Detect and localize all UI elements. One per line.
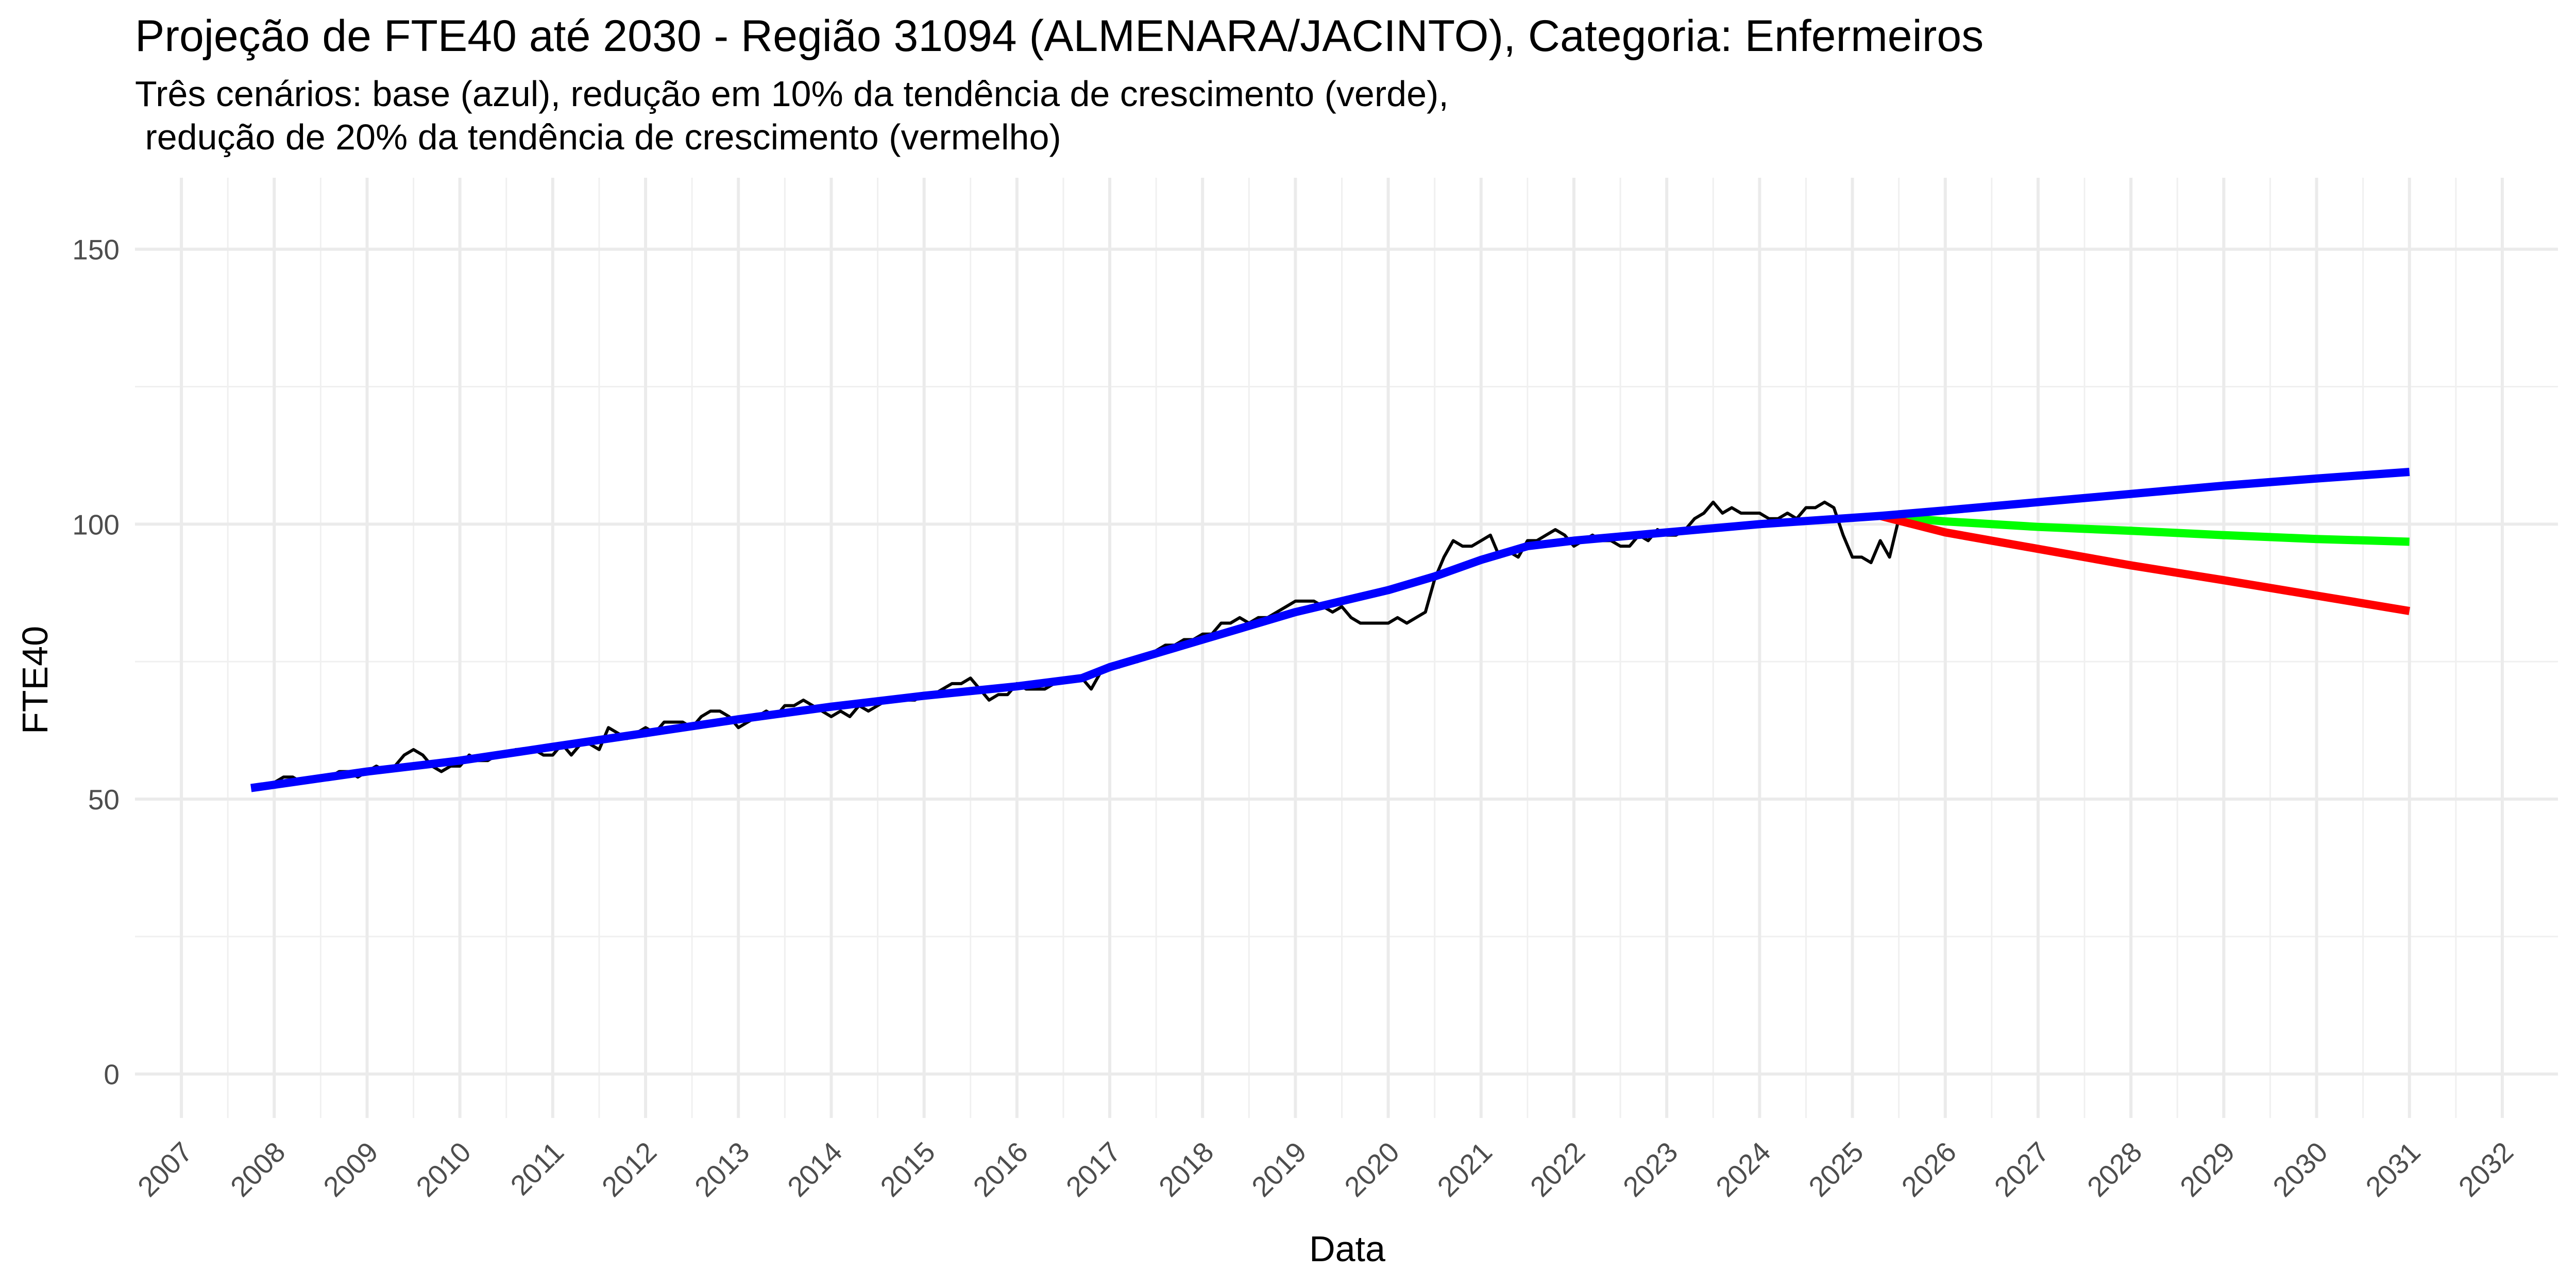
y-axis-title: FTE40 xyxy=(15,626,55,734)
x-tick-label: 2024 xyxy=(1709,1136,1776,1202)
x-tick-label: 2011 xyxy=(504,1136,570,1201)
minor-gridlines xyxy=(135,178,2558,1118)
x-tick-label: 2030 xyxy=(2266,1136,2333,1202)
x-tick-label: 2010 xyxy=(410,1136,477,1202)
y-tick-label: 0 xyxy=(104,1059,120,1091)
subtitle-line-2: redução de 20% da tendência de crescimen… xyxy=(135,117,1061,157)
x-tick-label: 2008 xyxy=(224,1136,291,1202)
y-axis-ticks: 0 50 100 150 xyxy=(72,234,120,1091)
x-axis-title: Data xyxy=(1309,1229,1385,1269)
x-tick-label: 2012 xyxy=(596,1136,663,1202)
x-tick-label: 2017 xyxy=(1060,1136,1127,1202)
x-tick-label: 2028 xyxy=(2081,1136,2148,1202)
x-tick-label: 2018 xyxy=(1153,1136,1219,1202)
series-line-observed xyxy=(273,500,1901,784)
series-layer xyxy=(250,468,2411,792)
x-tick-label: 2021 xyxy=(1431,1136,1498,1202)
x-tick-label: 2027 xyxy=(1988,1136,2055,1202)
x-tick-label: 2013 xyxy=(688,1136,755,1202)
major-gridlines xyxy=(135,178,2558,1118)
series-line-reduction_20 xyxy=(1879,512,2411,615)
x-tick-label: 2032 xyxy=(2452,1136,2519,1202)
x-tick-label: 2022 xyxy=(1524,1136,1591,1202)
series-line-reduction_10 xyxy=(1879,512,2410,546)
x-tick-label: 2020 xyxy=(1338,1136,1405,1202)
x-tick-label: 2015 xyxy=(874,1136,941,1202)
y-tick-label: 150 xyxy=(72,234,120,266)
x-tick-label: 2014 xyxy=(781,1136,848,1202)
x-tick-label: 2009 xyxy=(317,1136,384,1202)
subtitle-line-1: Três cenários: base (azul), redução em 1… xyxy=(135,74,1449,114)
x-tick-label: 2025 xyxy=(1802,1136,1869,1202)
x-tick-label: 2016 xyxy=(967,1136,1034,1202)
x-axis-ticks: 2007 2008 2009 2010 2011 2012 2013 2014 2015 2016… xyxy=(131,1136,2519,1202)
series-line-base xyxy=(250,468,2410,792)
x-tick-label: 2031 xyxy=(2360,1136,2427,1202)
x-tick-label: 2029 xyxy=(2174,1136,2241,1202)
x-tick-label: 2023 xyxy=(1617,1136,1684,1202)
x-tick-label: 2007 xyxy=(131,1136,198,1202)
x-tick-label: 2019 xyxy=(1245,1136,1312,1202)
y-tick-label: 50 xyxy=(88,784,120,816)
x-tick-label: 2026 xyxy=(1895,1136,1962,1202)
chart-subtitle: Três cenários: base (azul), redução em 1… xyxy=(135,72,1449,159)
chart-title: Projeção de FTE40 até 2030 - Região 3109… xyxy=(135,11,1984,61)
y-tick-label: 100 xyxy=(72,509,120,540)
